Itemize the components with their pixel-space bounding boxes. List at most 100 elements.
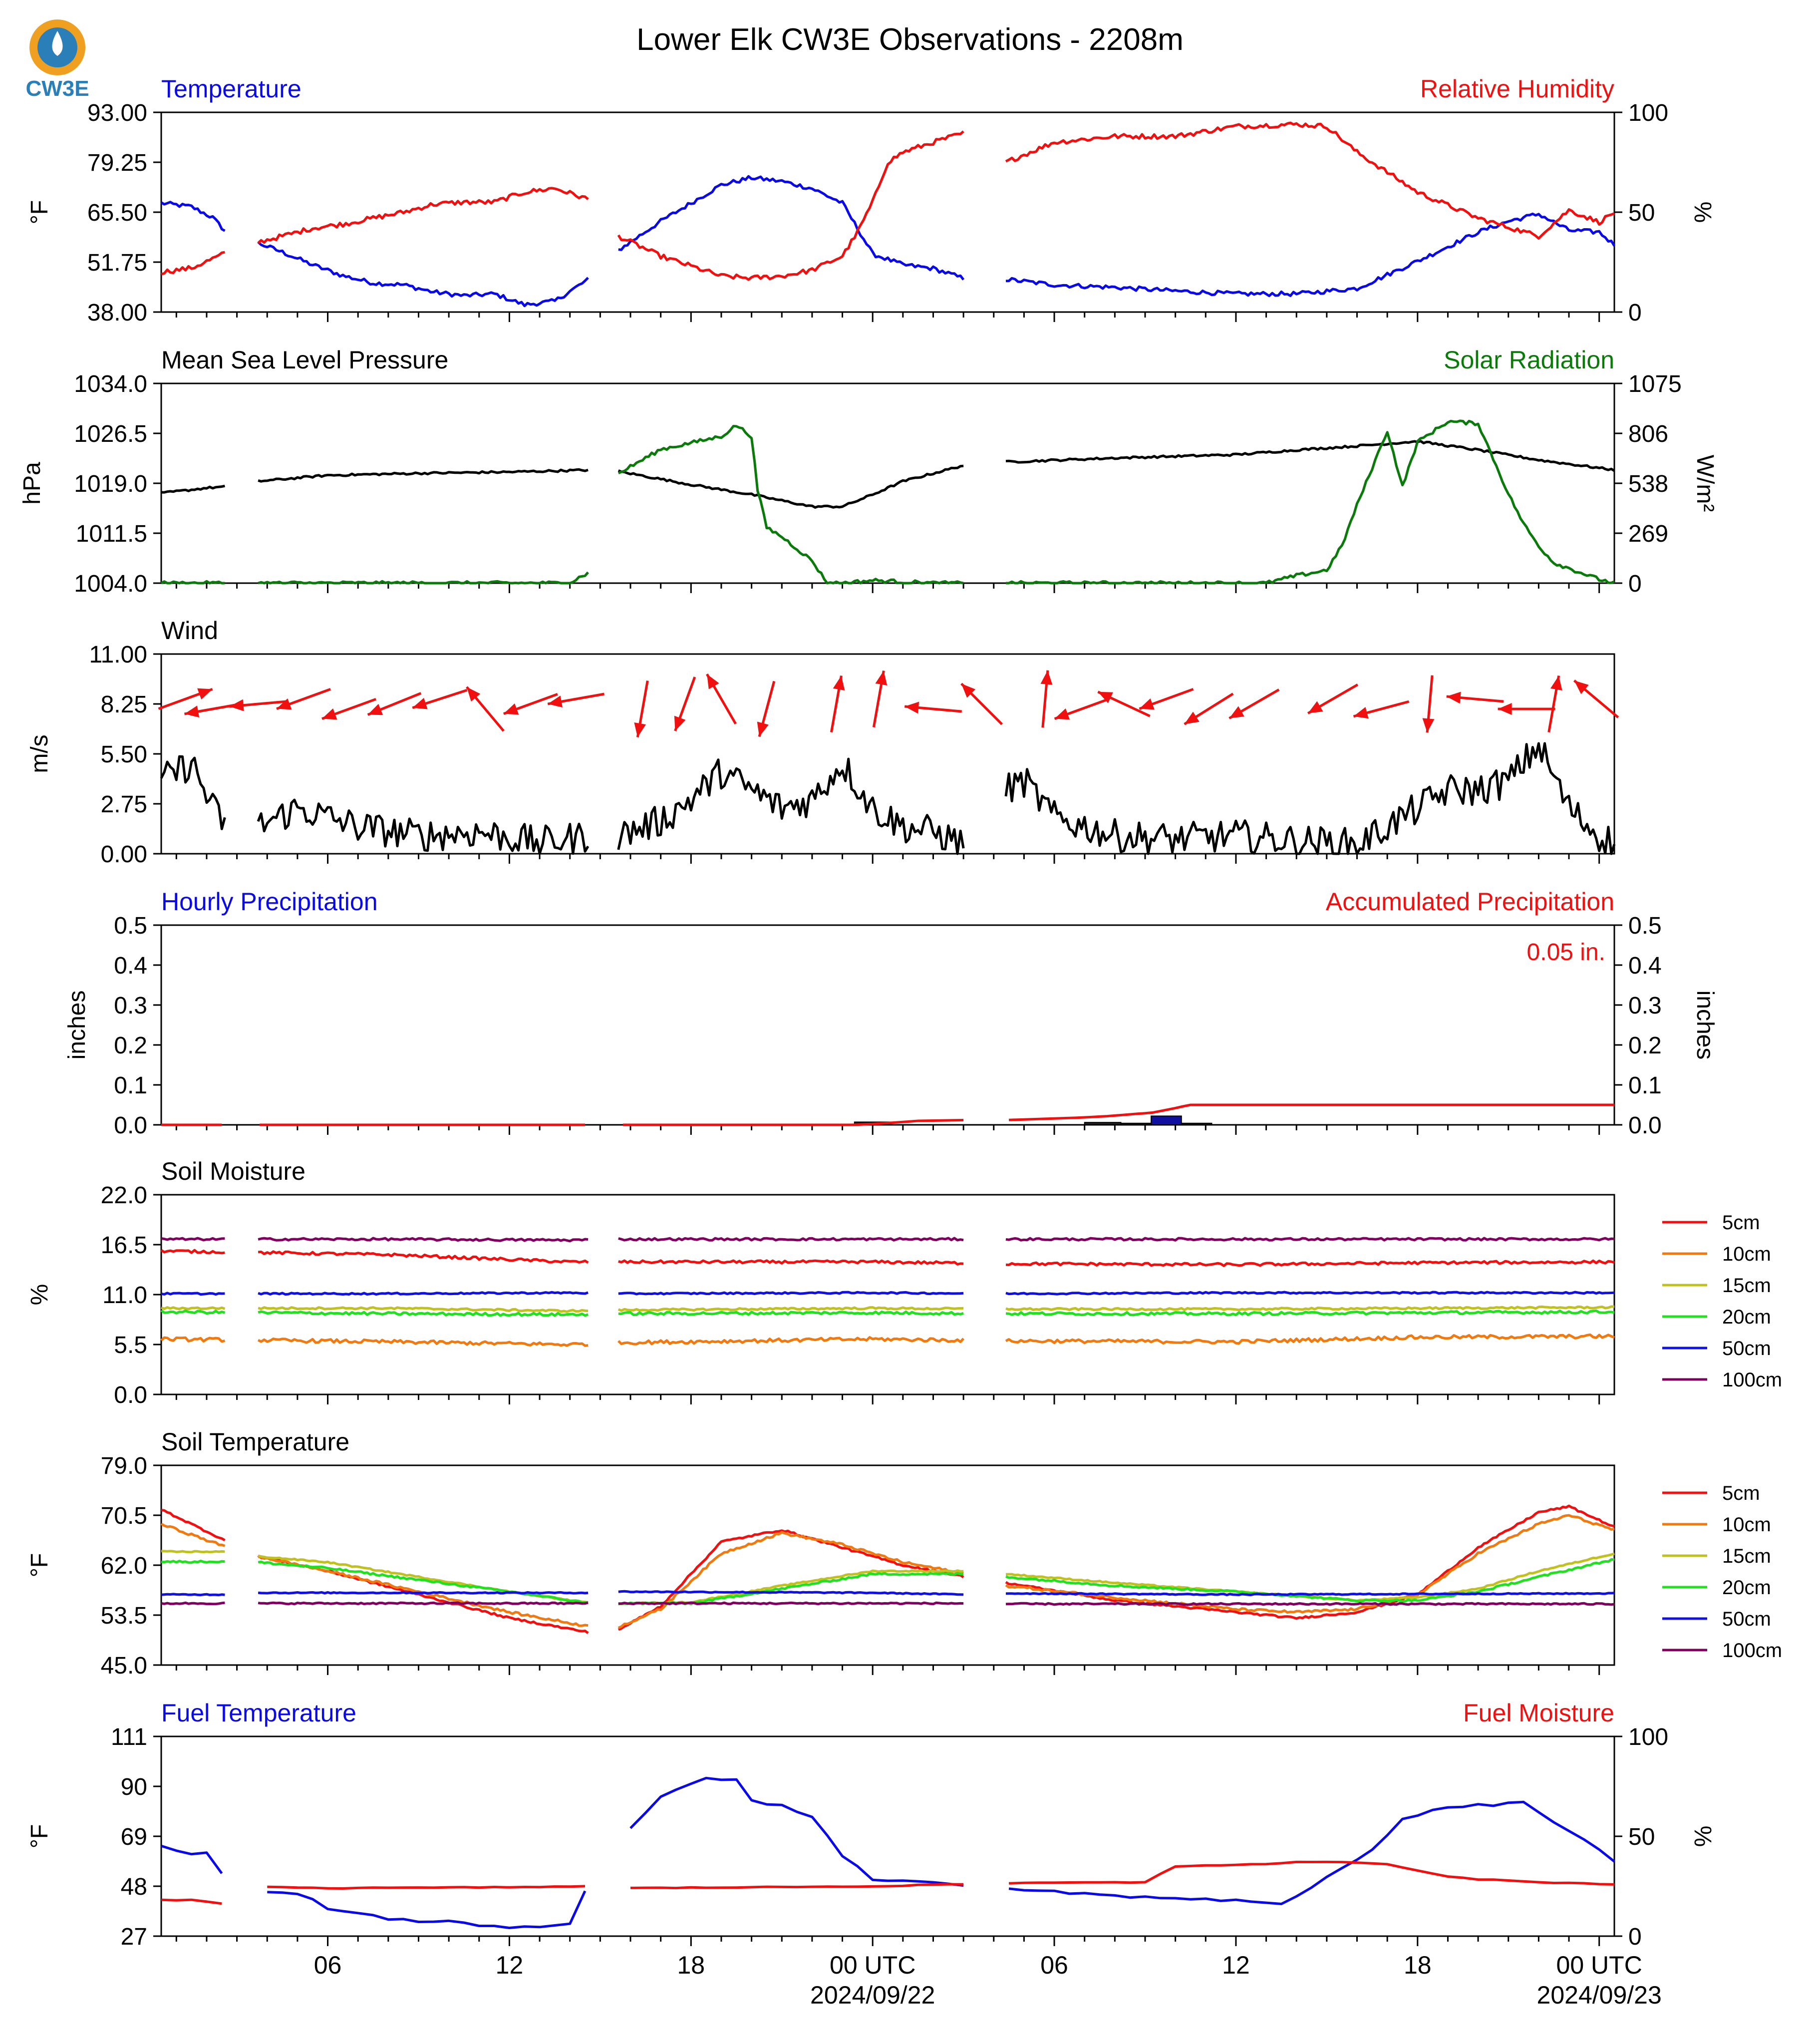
wind-arrow — [1422, 675, 1435, 733]
panel-title-left: Hourly Precipitation — [161, 888, 378, 916]
wind-arrow-head — [321, 708, 337, 720]
series-line-20cm — [160, 1309, 1615, 1317]
y-tick-label: 5.5 — [114, 1332, 147, 1358]
x-tick-label: 12 — [496, 1951, 524, 1979]
y-tick-label: 93.00 — [87, 100, 147, 126]
series-line-accumulated-precipitation — [161, 1103, 1614, 1126]
panel-title-left: Soil Moisture — [161, 1157, 305, 1185]
y-tick-label: 0.0 — [114, 1112, 147, 1139]
wind-arrow-head — [1422, 718, 1435, 733]
y-tick-label: 48 — [121, 1874, 147, 1900]
wind-arrow-head — [674, 715, 686, 731]
panel-title-left: Fuel Temperature — [161, 1699, 356, 1727]
y2-tick-label: 538 — [1628, 471, 1668, 497]
series-line-100cm — [161, 1237, 1615, 1243]
y2-tick-label: 50 — [1628, 200, 1655, 226]
y-tick-label: 0.0 — [114, 1382, 147, 1408]
series-line-10cm — [160, 1333, 1615, 1347]
wind-arrow — [1446, 691, 1504, 704]
panel-title-left: Wind — [161, 617, 218, 645]
y2-tick-label: 0 — [1628, 300, 1642, 326]
x-tick-label: 06 — [1040, 1951, 1068, 1979]
wind-arrow-head — [1054, 708, 1070, 720]
wind-arrow — [960, 682, 1003, 725]
y2-tick-label: 0.3 — [1628, 993, 1662, 1019]
logo-droplet-icon — [52, 31, 63, 56]
wind-arrow — [276, 687, 331, 710]
y-tick-label: 11.0 — [102, 1282, 147, 1309]
series-line-wind-speed — [160, 742, 1616, 855]
panel-title-left: Soil Temperature — [161, 1428, 349, 1456]
y-tick-label: 79.0 — [101, 1453, 147, 1479]
legend-label: 100cm — [1722, 1369, 1782, 1391]
y-tick-label: 0.4 — [114, 953, 147, 979]
series-line-5cm — [160, 1249, 1615, 1267]
y2-axis-label: W/m² — [1692, 455, 1718, 512]
wind-arrow-head — [1498, 703, 1512, 715]
series-line-50cm — [161, 1291, 1615, 1296]
legend-label: 10cm — [1722, 1514, 1771, 1536]
wind-arrow — [229, 699, 287, 711]
wind-arrow — [1353, 700, 1410, 719]
panel-soil_temp: Soil Temperature 45.0 53.5 62.0 70.5 79.0 °F 5c… — [26, 1428, 1782, 1679]
y2-tick-label: 0 — [1628, 571, 1642, 597]
panel-fuel: Fuel Temperature Fuel Moisture 27 48 69 90 111… — [26, 1699, 1716, 1950]
panel-temp_rh: Temperature Relative Humidity 38.00 51.75 65… — [26, 75, 1716, 326]
cw3e-logo: CW3E — [25, 19, 89, 101]
y-tick-label: 0.1 — [114, 1072, 147, 1099]
wind-arrow — [872, 670, 888, 728]
wind-arrow — [1547, 675, 1562, 733]
wind-arrow-head — [1550, 676, 1562, 691]
y-tick-label: 0.5 — [114, 913, 147, 939]
wind-arrow-head — [875, 671, 888, 686]
wind-arrow — [1228, 688, 1280, 719]
y-tick-label: 38.00 — [87, 300, 147, 326]
wind-arrow — [547, 692, 605, 707]
wind-arrow-head — [1308, 701, 1323, 713]
series-line-20cm — [161, 1558, 1615, 1606]
series-line-relative-humidity — [161, 121, 1615, 281]
wind-arrow-head — [466, 686, 481, 702]
precip-bar — [1120, 1122, 1152, 1126]
wind-arrow-head — [634, 722, 646, 737]
y-tick-label: 8.25 — [101, 691, 147, 718]
y-tick-label: 65.50 — [87, 200, 147, 226]
x-tick-label: 18 — [677, 1951, 705, 1979]
wind-arrow — [1184, 692, 1234, 725]
y-tick-label: 1019.0 — [74, 471, 147, 497]
y-tick-label: 5.50 — [101, 741, 147, 768]
precip-bar — [1151, 1115, 1182, 1125]
panel-title-right: Relative Humidity — [1420, 75, 1614, 103]
y2-tick-label: 0.0 — [1628, 1112, 1662, 1139]
legend-label: 100cm — [1722, 1640, 1782, 1662]
panel-title-right: Fuel Moisture — [1463, 1699, 1614, 1727]
wind-arrow — [466, 686, 505, 732]
legend-label: 5cm — [1722, 1482, 1760, 1504]
x-tick-label: 12 — [1222, 1951, 1250, 1979]
y2-tick-label: 0.2 — [1628, 1032, 1662, 1059]
y2-axis-label: % — [1689, 1826, 1716, 1847]
wind-arrow-head — [961, 683, 976, 698]
series-line-50cm — [161, 1590, 1615, 1597]
y-tick-label: 53.5 — [101, 1603, 147, 1629]
y-tick-label: 2.75 — [101, 791, 147, 818]
panel-pressure_solar: Mean Sea Level Pressure Solar Radiation 10… — [19, 346, 1718, 597]
y-tick-label: 111 — [111, 1724, 147, 1750]
wind-arrow — [158, 687, 213, 710]
y2-tick-label: 0.4 — [1628, 953, 1662, 979]
y-axis-label: hPa — [19, 462, 45, 505]
wind-arrow — [1307, 683, 1359, 714]
panel-precip: Hourly Precipitation Accumulated Precipit… — [64, 888, 1718, 1139]
wind-arrow — [1040, 670, 1053, 728]
series-line-solar-radiation — [160, 419, 1615, 585]
wind-arrow-head — [1098, 691, 1113, 703]
y-tick-label: 1011.5 — [76, 521, 147, 547]
y-axis-label: % — [26, 1284, 53, 1306]
y-tick-label: 0.3 — [114, 993, 147, 1019]
series-line-100cm — [161, 1601, 1615, 1606]
y-tick-label: 11.00 — [89, 642, 147, 668]
series-line-temperature — [160, 175, 1616, 308]
